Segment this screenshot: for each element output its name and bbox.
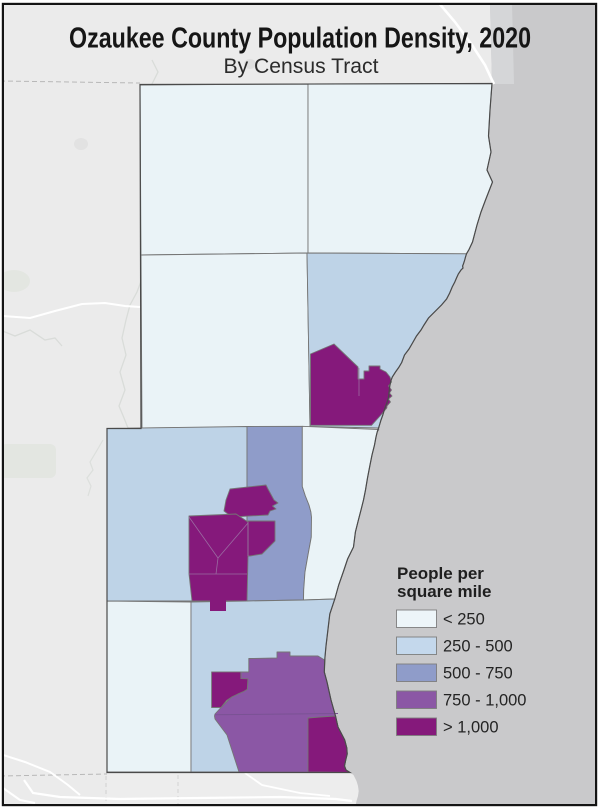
svg-text:> 1,000: > 1,000 bbox=[443, 719, 499, 737]
svg-text:750 - 1,000: 750 - 1,000 bbox=[443, 692, 526, 710]
svg-text:< 250: < 250 bbox=[443, 611, 485, 629]
svg-text:500 - 750: 500 - 750 bbox=[443, 665, 513, 683]
svg-text:Ozaukee County Population Dens: Ozaukee County Population Density, 2020 bbox=[69, 23, 531, 55]
svg-text:250 - 500: 250 - 500 bbox=[443, 638, 513, 656]
svg-text:square mile: square mile bbox=[397, 582, 492, 601]
svg-text:People per: People per bbox=[397, 564, 484, 583]
svg-text:By Census Tract: By Census Tract bbox=[224, 55, 379, 78]
